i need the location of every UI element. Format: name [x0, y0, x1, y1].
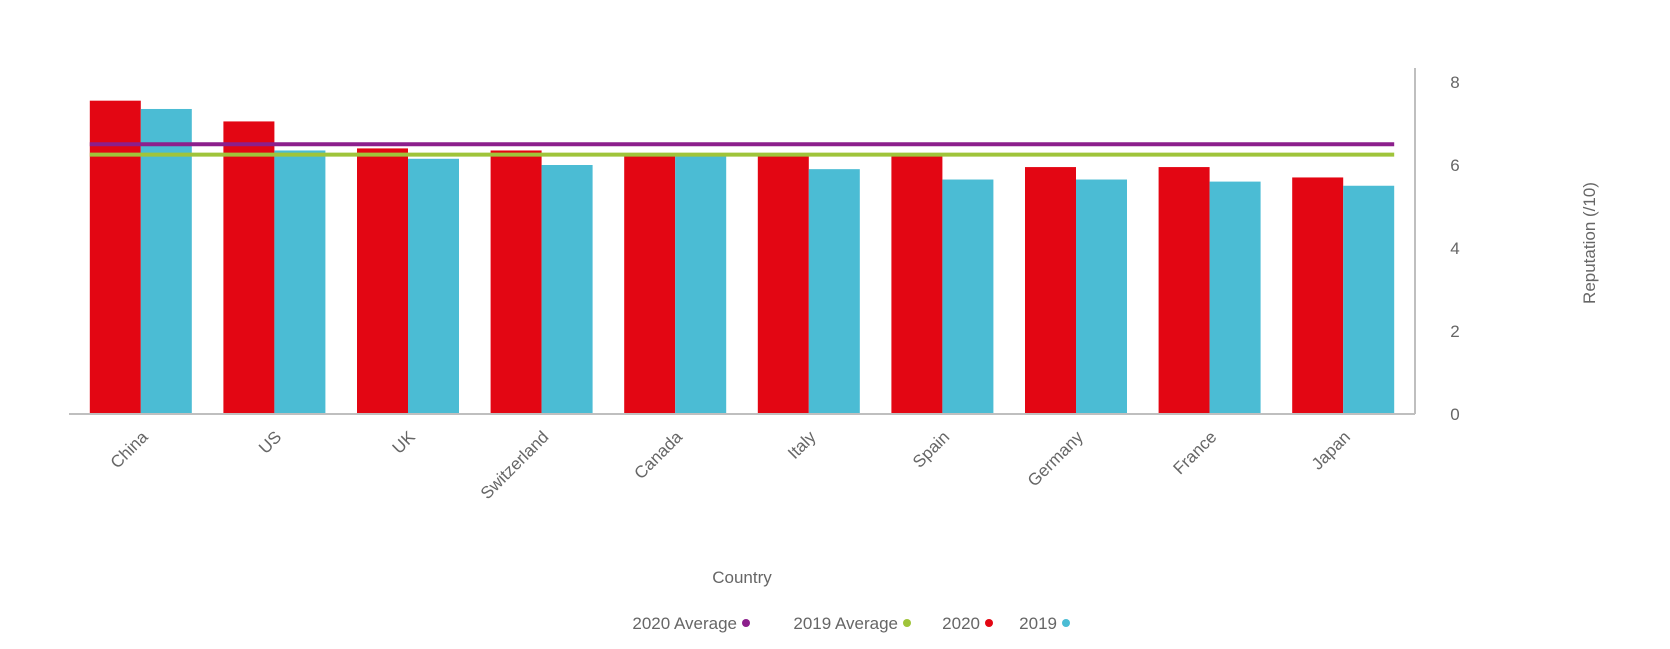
legend-marker-2020-average	[742, 619, 750, 627]
bar-2020-spain	[942, 179, 994, 414]
x-axis-title: Country	[712, 568, 772, 587]
bar-2019-germany	[1025, 167, 1076, 414]
category-label-germany: Germany	[1024, 427, 1087, 490]
y-tick-label: 6	[1450, 156, 1459, 175]
category-label-china: China	[107, 427, 152, 472]
y-tick-labels: 0 2 4 6 8	[1450, 73, 1459, 424]
bar-2020-italy	[808, 169, 860, 414]
category-label-uk: UK	[389, 427, 420, 458]
legend-label-2020: 2020	[942, 614, 980, 633]
bar-2020-japan	[1343, 185, 1395, 414]
average-lines-layer	[89, 142, 1395, 157]
category-labels: Japan France Germany Spain Italy Canada Switze…	[107, 427, 1354, 503]
legend-marker-2019-average	[903, 619, 911, 627]
category-label-france: France	[1170, 427, 1221, 478]
bar-2019-japan	[1292, 177, 1344, 414]
legend-label-2019-average: 2019 Average	[793, 614, 898, 633]
y-tick-label: 2	[1450, 322, 1459, 341]
category-label-italy: Italy	[784, 427, 820, 463]
category-label-canada: Canada	[630, 427, 686, 483]
y-axis-title: Reputation (/10)	[1580, 182, 1599, 304]
bar-2019-uk	[357, 148, 408, 414]
bar-2019-switzerland	[490, 150, 542, 414]
category-label-us: US	[255, 427, 285, 457]
bar-2020-us	[274, 150, 326, 414]
category-label-japan: Japan	[1308, 427, 1354, 473]
y-tick-label: 4	[1450, 239, 1459, 258]
bar-2020-germany	[1076, 179, 1127, 414]
bar-2019-us	[223, 121, 275, 415]
bar-2019-spain	[891, 154, 943, 414]
bar-2020-china	[140, 108, 192, 414]
y-tick-label: 8	[1450, 73, 1459, 92]
bar-2020-switzerland	[541, 165, 593, 414]
legend-label-2020-average: 2020 Average	[632, 614, 737, 633]
bar-2019-italy	[757, 154, 809, 414]
bar-2020-france	[1209, 181, 1261, 414]
legend-marker-2019	[1062, 619, 1070, 627]
bar-2019-canada	[624, 154, 676, 414]
category-label-switzerland: Switzerland	[477, 427, 553, 503]
legend-label-2019: 2019	[1019, 614, 1057, 633]
legend-marker-2020	[985, 619, 993, 627]
legend: 2019 2020 2019 Average 2020 Average	[632, 614, 1070, 633]
bars-layer	[89, 100, 1395, 415]
y-tick-label: 0	[1450, 405, 1459, 424]
bar-2020-uk	[408, 158, 459, 414]
category-label-spain: Spain	[909, 427, 953, 471]
bar-2019-china	[89, 100, 141, 415]
bar-2020-canada	[675, 154, 727, 414]
bar-2019-france	[1158, 167, 1210, 414]
